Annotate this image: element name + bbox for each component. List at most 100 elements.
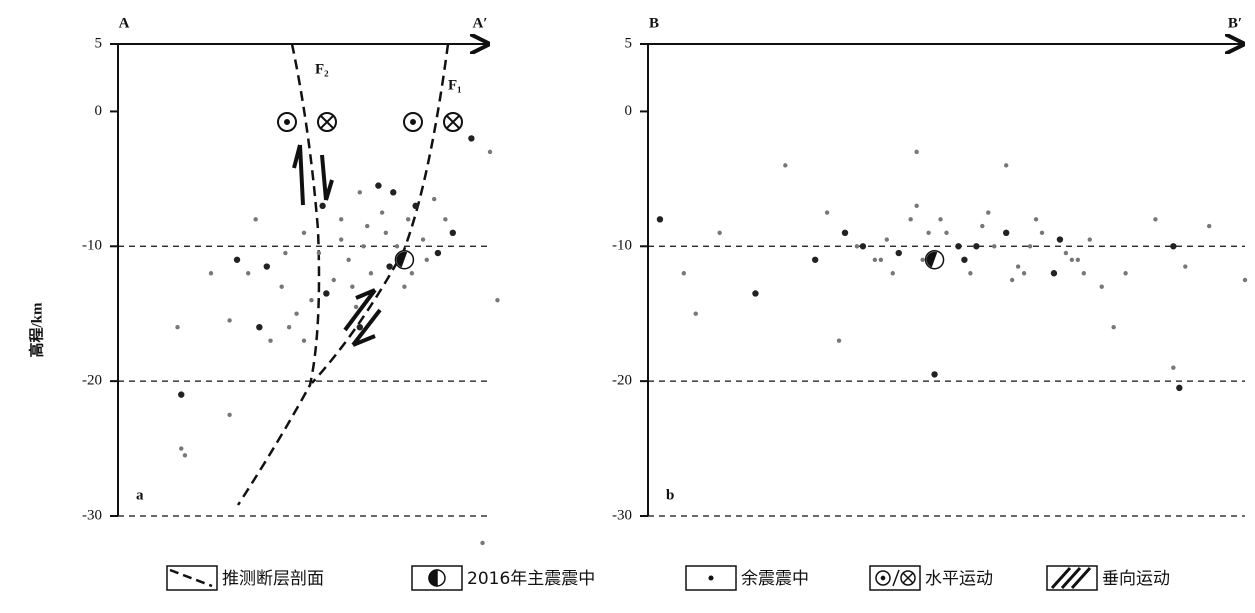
aftershock	[824, 210, 830, 215]
aftershock	[386, 263, 393, 270]
legend-label: 水平运动	[925, 569, 993, 589]
y-tick-label: -10	[612, 238, 632, 254]
aftershock	[412, 202, 419, 210]
motion-symbols	[277, 112, 463, 347]
section-label: B	[649, 15, 659, 31]
aftershock	[872, 257, 878, 262]
legend-label: 2016年主震震中	[467, 569, 595, 589]
aftershock	[175, 325, 180, 330]
aftershock	[1099, 284, 1104, 289]
aftershock	[1003, 229, 1010, 236]
aftershock	[752, 290, 759, 297]
y-tick-label: -10	[82, 238, 102, 254]
aftershock	[316, 250, 322, 256]
fault-label: F₂	[315, 61, 329, 77]
aftershock	[424, 257, 429, 262]
aftershock	[350, 284, 355, 289]
aftershock	[1081, 271, 1087, 276]
aftershock	[878, 257, 884, 262]
aftershock	[938, 217, 943, 222]
aftershock	[1242, 277, 1248, 283]
aftershock	[1039, 230, 1045, 235]
aftershock	[253, 217, 258, 222]
y-tick-label: 5	[95, 35, 103, 51]
aftershock	[811, 256, 819, 263]
aftershock	[487, 149, 493, 155]
aftershock	[263, 263, 270, 270]
aftershock	[841, 229, 849, 236]
aftershock	[420, 237, 426, 242]
aftershock	[1063, 250, 1069, 256]
aftershock	[854, 244, 860, 249]
aftershock	[955, 243, 962, 250]
aftershock	[394, 244, 400, 249]
panel-label: a	[136, 487, 144, 503]
aftershock	[944, 230, 949, 235]
aftershock	[961, 256, 968, 263]
y-tick-label: 0	[625, 103, 633, 119]
y-tick-label: -20	[82, 373, 102, 389]
section-label: A	[119, 15, 130, 31]
aftershock	[973, 243, 980, 250]
aftershock	[656, 216, 664, 223]
aftershock	[920, 257, 925, 262]
aftershock	[443, 217, 448, 222]
aftershock	[357, 190, 362, 195]
y-tick-label: -30	[612, 507, 632, 523]
aftershock	[409, 271, 415, 276]
aftershock	[1171, 365, 1176, 370]
aftershock	[1111, 325, 1116, 330]
aftershock	[1153, 217, 1158, 222]
aftershock	[1206, 223, 1212, 229]
aftershock	[339, 217, 344, 222]
aftershock	[309, 298, 314, 303]
aftershock	[968, 271, 973, 276]
aftershock	[1183, 264, 1188, 269]
section-label: B′	[1228, 15, 1242, 31]
aftershock	[783, 163, 788, 168]
aftershock	[1021, 271, 1027, 276]
aftershock	[1123, 271, 1128, 276]
aftershock	[914, 149, 919, 155]
aftershock	[246, 271, 251, 276]
y-axis-label: 高程/km	[27, 302, 45, 358]
aftershock	[986, 210, 991, 215]
aftershock	[279, 284, 284, 289]
legend-label: 余震震中	[741, 569, 809, 589]
aftershock	[390, 189, 397, 196]
aftershock	[1069, 257, 1075, 262]
aftershock	[383, 230, 389, 235]
aftershock	[233, 256, 241, 263]
aftershock	[346, 257, 351, 262]
aftershock	[480, 540, 485, 546]
aftershock	[405, 217, 411, 222]
aftershock	[1004, 163, 1009, 168]
aftershock	[268, 338, 273, 343]
aftershock	[283, 250, 288, 256]
aftershock	[926, 230, 931, 235]
aftershock	[717, 230, 722, 235]
section-label: A′	[472, 15, 487, 31]
aftershock	[1075, 257, 1081, 262]
aftershock	[1056, 236, 1064, 243]
y-tick-label: 0	[95, 103, 103, 119]
aftershock	[468, 135, 475, 142]
aftershock	[353, 304, 359, 310]
aftershock	[681, 271, 687, 276]
aftershock	[256, 324, 263, 331]
aftershock	[368, 271, 374, 276]
aftershock	[361, 244, 366, 249]
aftershock	[1015, 264, 1021, 269]
aftershock	[182, 453, 188, 458]
aftershock	[1009, 277, 1015, 283]
aftershock	[914, 203, 919, 209]
panel-label: b	[666, 487, 674, 503]
aftershock	[980, 223, 985, 229]
aftershock	[339, 237, 344, 242]
aftershock	[931, 371, 938, 378]
aftershock	[365, 223, 370, 229]
aftershock	[1170, 243, 1177, 250]
aftershock	[178, 391, 185, 398]
y-tick-label: -30	[82, 507, 102, 523]
